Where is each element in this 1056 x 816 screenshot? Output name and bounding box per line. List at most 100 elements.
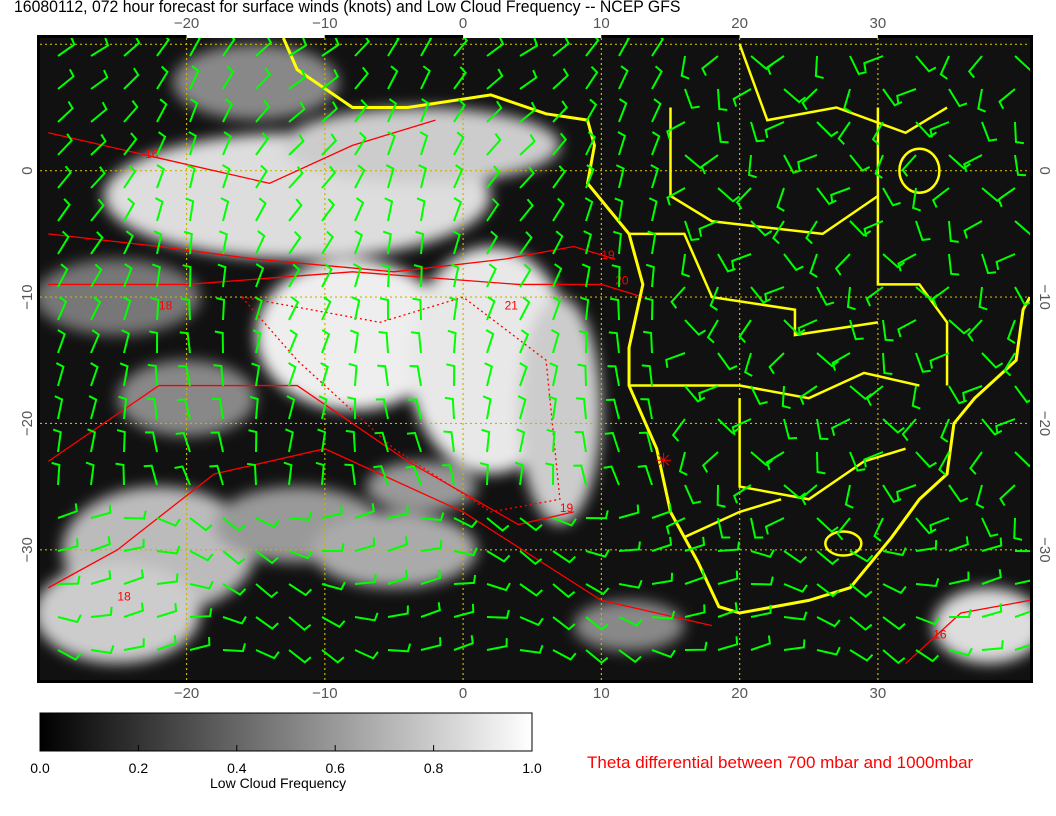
wind-barb	[837, 121, 851, 145]
frame-segment	[463, 35, 602, 38]
wind-barb	[665, 517, 686, 535]
wind-barb	[800, 484, 818, 506]
wind-barb	[912, 187, 922, 212]
wind-barb	[874, 154, 884, 179]
wind-barb	[772, 220, 785, 245]
wind-barb	[585, 549, 610, 558]
wind-barb	[816, 121, 839, 138]
contour-label: 19	[560, 501, 574, 515]
wind-barb	[486, 68, 504, 90]
lat-tick-left: −10	[19, 284, 36, 309]
wind-barb	[406, 431, 422, 453]
wind-barb	[519, 644, 544, 654]
wind-barb	[255, 164, 268, 189]
wind-barb	[219, 230, 228, 255]
wind-barb	[156, 38, 170, 57]
wind-barb	[283, 461, 293, 486]
wind-barb	[381, 263, 391, 288]
wind-barb	[585, 583, 610, 596]
wind-barb	[182, 264, 192, 288]
wind-barb	[684, 536, 706, 552]
wind-barb	[552, 583, 576, 599]
wind-barb	[849, 616, 873, 631]
wind-barb	[214, 330, 224, 354]
wind-barb	[684, 88, 700, 109]
wind-barb	[251, 362, 261, 387]
wind-barb	[783, 154, 802, 174]
wind-barb	[420, 569, 442, 585]
wind-barb	[57, 503, 78, 519]
wind-barb	[981, 418, 1003, 436]
wind-barb	[915, 451, 937, 468]
wind-barb	[678, 451, 688, 476]
wind-barb	[255, 517, 280, 529]
wind-barb	[519, 517, 543, 532]
wind-barb	[897, 319, 917, 338]
contour-label: 18	[117, 589, 131, 603]
wind-barb	[354, 612, 379, 622]
wind-barb	[179, 331, 191, 354]
wind-barb	[577, 363, 587, 387]
wind-barb	[377, 364, 389, 387]
wind-barb	[781, 385, 791, 410]
africa-coastline	[281, 38, 1030, 615]
wind-barb	[51, 461, 61, 486]
wind-barb	[123, 99, 139, 123]
wind-barb	[57, 230, 70, 255]
wind-barb	[981, 603, 1003, 618]
wind-barb	[255, 132, 270, 156]
wind-barb	[288, 616, 312, 632]
wind-barb	[90, 504, 112, 519]
wind-barb	[732, 484, 752, 504]
wind-barb	[701, 55, 719, 77]
wind-barb	[348, 362, 358, 387]
lat-tick-left: −20	[19, 411, 36, 436]
wind-barb	[387, 65, 399, 90]
wind-barb	[186, 164, 196, 189]
contour-line	[48, 119, 436, 185]
wind-barb	[90, 166, 106, 189]
lon-tick-bottom: 0	[459, 685, 467, 702]
wind-barb	[863, 55, 884, 72]
wind-barb	[915, 616, 940, 626]
wind-barb	[519, 550, 543, 566]
wind-barb	[444, 396, 455, 420]
wind-barb	[744, 352, 753, 377]
wind-barb	[288, 38, 308, 57]
wind-barb	[1014, 286, 1030, 306]
wind-barb	[255, 38, 273, 57]
wind-barb	[684, 604, 706, 618]
wind-barb	[156, 517, 181, 527]
wind-barb	[849, 319, 864, 341]
wind-barb	[486, 38, 505, 57]
wind-barb	[585, 164, 595, 189]
wind-barb	[156, 635, 177, 651]
wind-barb	[57, 614, 82, 624]
wind-barb	[783, 88, 807, 104]
wind-barb	[552, 165, 566, 189]
wind-barb	[665, 352, 686, 368]
wind-barb	[915, 121, 938, 138]
wind-barb	[610, 297, 620, 321]
wind-barb	[90, 198, 105, 222]
cloud-patch	[573, 600, 685, 651]
wind-barb	[647, 230, 657, 255]
frame-segment	[186, 35, 325, 38]
wind-barb	[519, 616, 544, 627]
wind-barb	[585, 98, 598, 123]
wind-barb	[1014, 451, 1030, 468]
wind-barb	[222, 517, 246, 532]
wind-barb	[220, 197, 230, 222]
contour-line	[48, 271, 644, 298]
wind-barb	[57, 329, 66, 354]
wind-barb	[420, 98, 430, 123]
wind-barb	[731, 418, 752, 436]
wind-barb	[318, 395, 328, 420]
wind-barb	[865, 286, 884, 307]
wind-barb	[732, 88, 752, 107]
wind-barb	[882, 418, 905, 434]
wind-barb	[519, 583, 543, 597]
wind-barb	[288, 583, 313, 597]
wind-barb	[379, 297, 389, 321]
